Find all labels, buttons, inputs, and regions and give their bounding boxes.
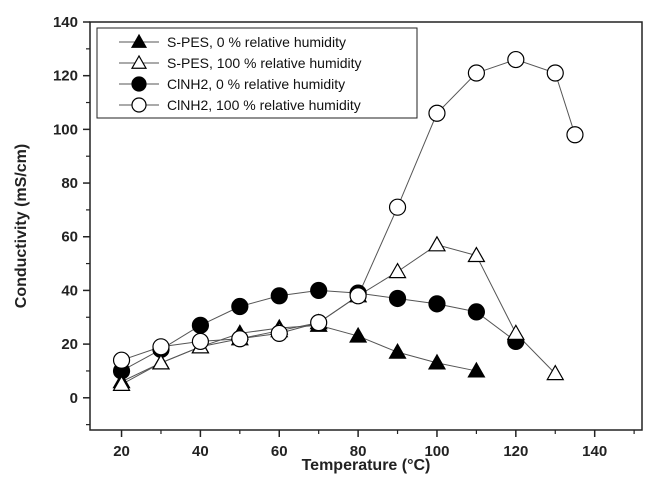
data-point bbox=[467, 361, 486, 378]
x-tick-label: 20 bbox=[113, 443, 130, 460]
y-tick-label: 100 bbox=[53, 121, 78, 138]
legend-label: ClNH2, 100 % relative humidity bbox=[167, 97, 361, 113]
legend-marker bbox=[130, 33, 148, 48]
y-tick-label: 120 bbox=[53, 68, 78, 85]
y-tick-label: 80 bbox=[61, 175, 78, 192]
legend: S-PES, 0 % relative humidity S-PES, 100 %… bbox=[96, 27, 418, 119]
data-point bbox=[112, 375, 131, 391]
y-tick-label: 140 bbox=[53, 14, 78, 31]
data-point bbox=[428, 295, 446, 313]
data-point bbox=[546, 64, 564, 82]
x-tick-label: 120 bbox=[503, 443, 528, 460]
data-point bbox=[427, 235, 447, 252]
plot-area bbox=[112, 50, 584, 391]
data-point bbox=[151, 353, 171, 370]
legend-label: S-PES, 100 % relative humidity bbox=[167, 55, 362, 71]
data-point bbox=[388, 289, 407, 308]
y-axis-title: Conductivity (mS/cm) bbox=[13, 144, 30, 308]
data-point bbox=[467, 246, 486, 263]
legend-marker bbox=[131, 97, 147, 113]
x-axis-title: Temperature (°C) bbox=[302, 457, 431, 474]
x-tick-label: 80 bbox=[350, 443, 367, 460]
data-point bbox=[507, 50, 525, 69]
data-point bbox=[191, 316, 209, 334]
data-point bbox=[388, 342, 407, 359]
data-point bbox=[506, 324, 525, 340]
data-point bbox=[388, 262, 407, 279]
legend-marker bbox=[130, 54, 148, 69]
data-point bbox=[112, 351, 131, 369]
data-point bbox=[467, 303, 485, 321]
data-point bbox=[546, 364, 565, 381]
series-line bbox=[121, 244, 556, 385]
y-tick-label: 0 bbox=[70, 390, 78, 407]
y-tick-label: 40 bbox=[61, 282, 78, 299]
data-point bbox=[152, 338, 170, 356]
data-point bbox=[231, 297, 249, 316]
legend-box bbox=[96, 27, 418, 119]
data-point bbox=[566, 126, 584, 144]
axes: 0 20 40 60 80 100 120 140 20 40 60 80 100 120 140 bbox=[53, 14, 643, 460]
data-point bbox=[270, 287, 288, 305]
data-point bbox=[349, 287, 367, 305]
legend-marker bbox=[131, 76, 147, 92]
data-point bbox=[349, 326, 368, 343]
legend-label: S-PES, 0 % relative humidity bbox=[167, 34, 346, 50]
x-tick-label: 140 bbox=[582, 443, 607, 460]
legend-label: ClNH2, 0 % relative humidity bbox=[167, 76, 345, 92]
data-point bbox=[388, 198, 407, 216]
series-line bbox=[121, 324, 477, 383]
data-point bbox=[427, 353, 447, 370]
data-point bbox=[467, 64, 485, 82]
y-tick-label: 20 bbox=[61, 336, 78, 353]
data-point bbox=[231, 330, 249, 348]
x-tick-label: 60 bbox=[271, 443, 288, 460]
x-tick-label: 40 bbox=[192, 443, 209, 460]
data-point bbox=[310, 314, 328, 332]
plot-frame bbox=[89, 21, 643, 431]
data-point bbox=[428, 104, 446, 122]
x-tick-label: 100 bbox=[424, 443, 449, 460]
data-point bbox=[270, 324, 288, 342]
y-tick-label: 60 bbox=[61, 229, 78, 246]
data-point bbox=[191, 332, 209, 351]
data-point bbox=[310, 281, 328, 300]
